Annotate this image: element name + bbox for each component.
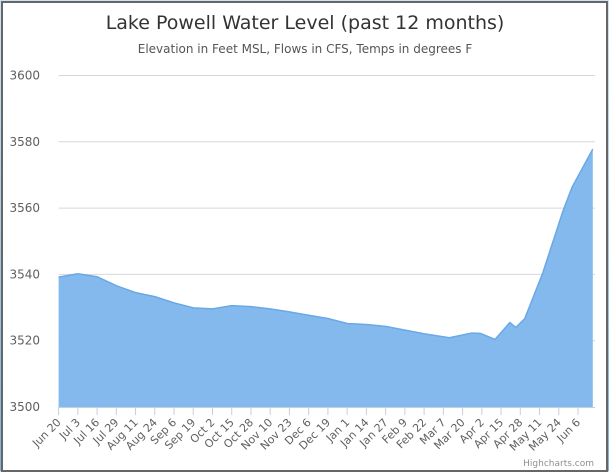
y-tick-label: 3500 (9, 400, 40, 414)
y-tick-label: 3600 (9, 69, 40, 83)
chart-subtitle: Elevation in Feet MSL, Flows in CFS, Tem… (138, 42, 473, 56)
chart-title: Lake Powell Water Level (past 12 months) (106, 12, 505, 34)
highcharts-credit[interactable]: Highcharts.com (523, 459, 594, 469)
y-tick-label: 3540 (9, 267, 40, 281)
y-tick-label: 3580 (9, 135, 40, 149)
y-tick-label: 3560 (9, 201, 40, 215)
area-fill (59, 149, 593, 407)
y-tick-label: 3520 (9, 334, 40, 348)
series-area (59, 149, 593, 407)
y-axis: 3500 3520 3540 3560 3580 3600 (9, 69, 40, 415)
